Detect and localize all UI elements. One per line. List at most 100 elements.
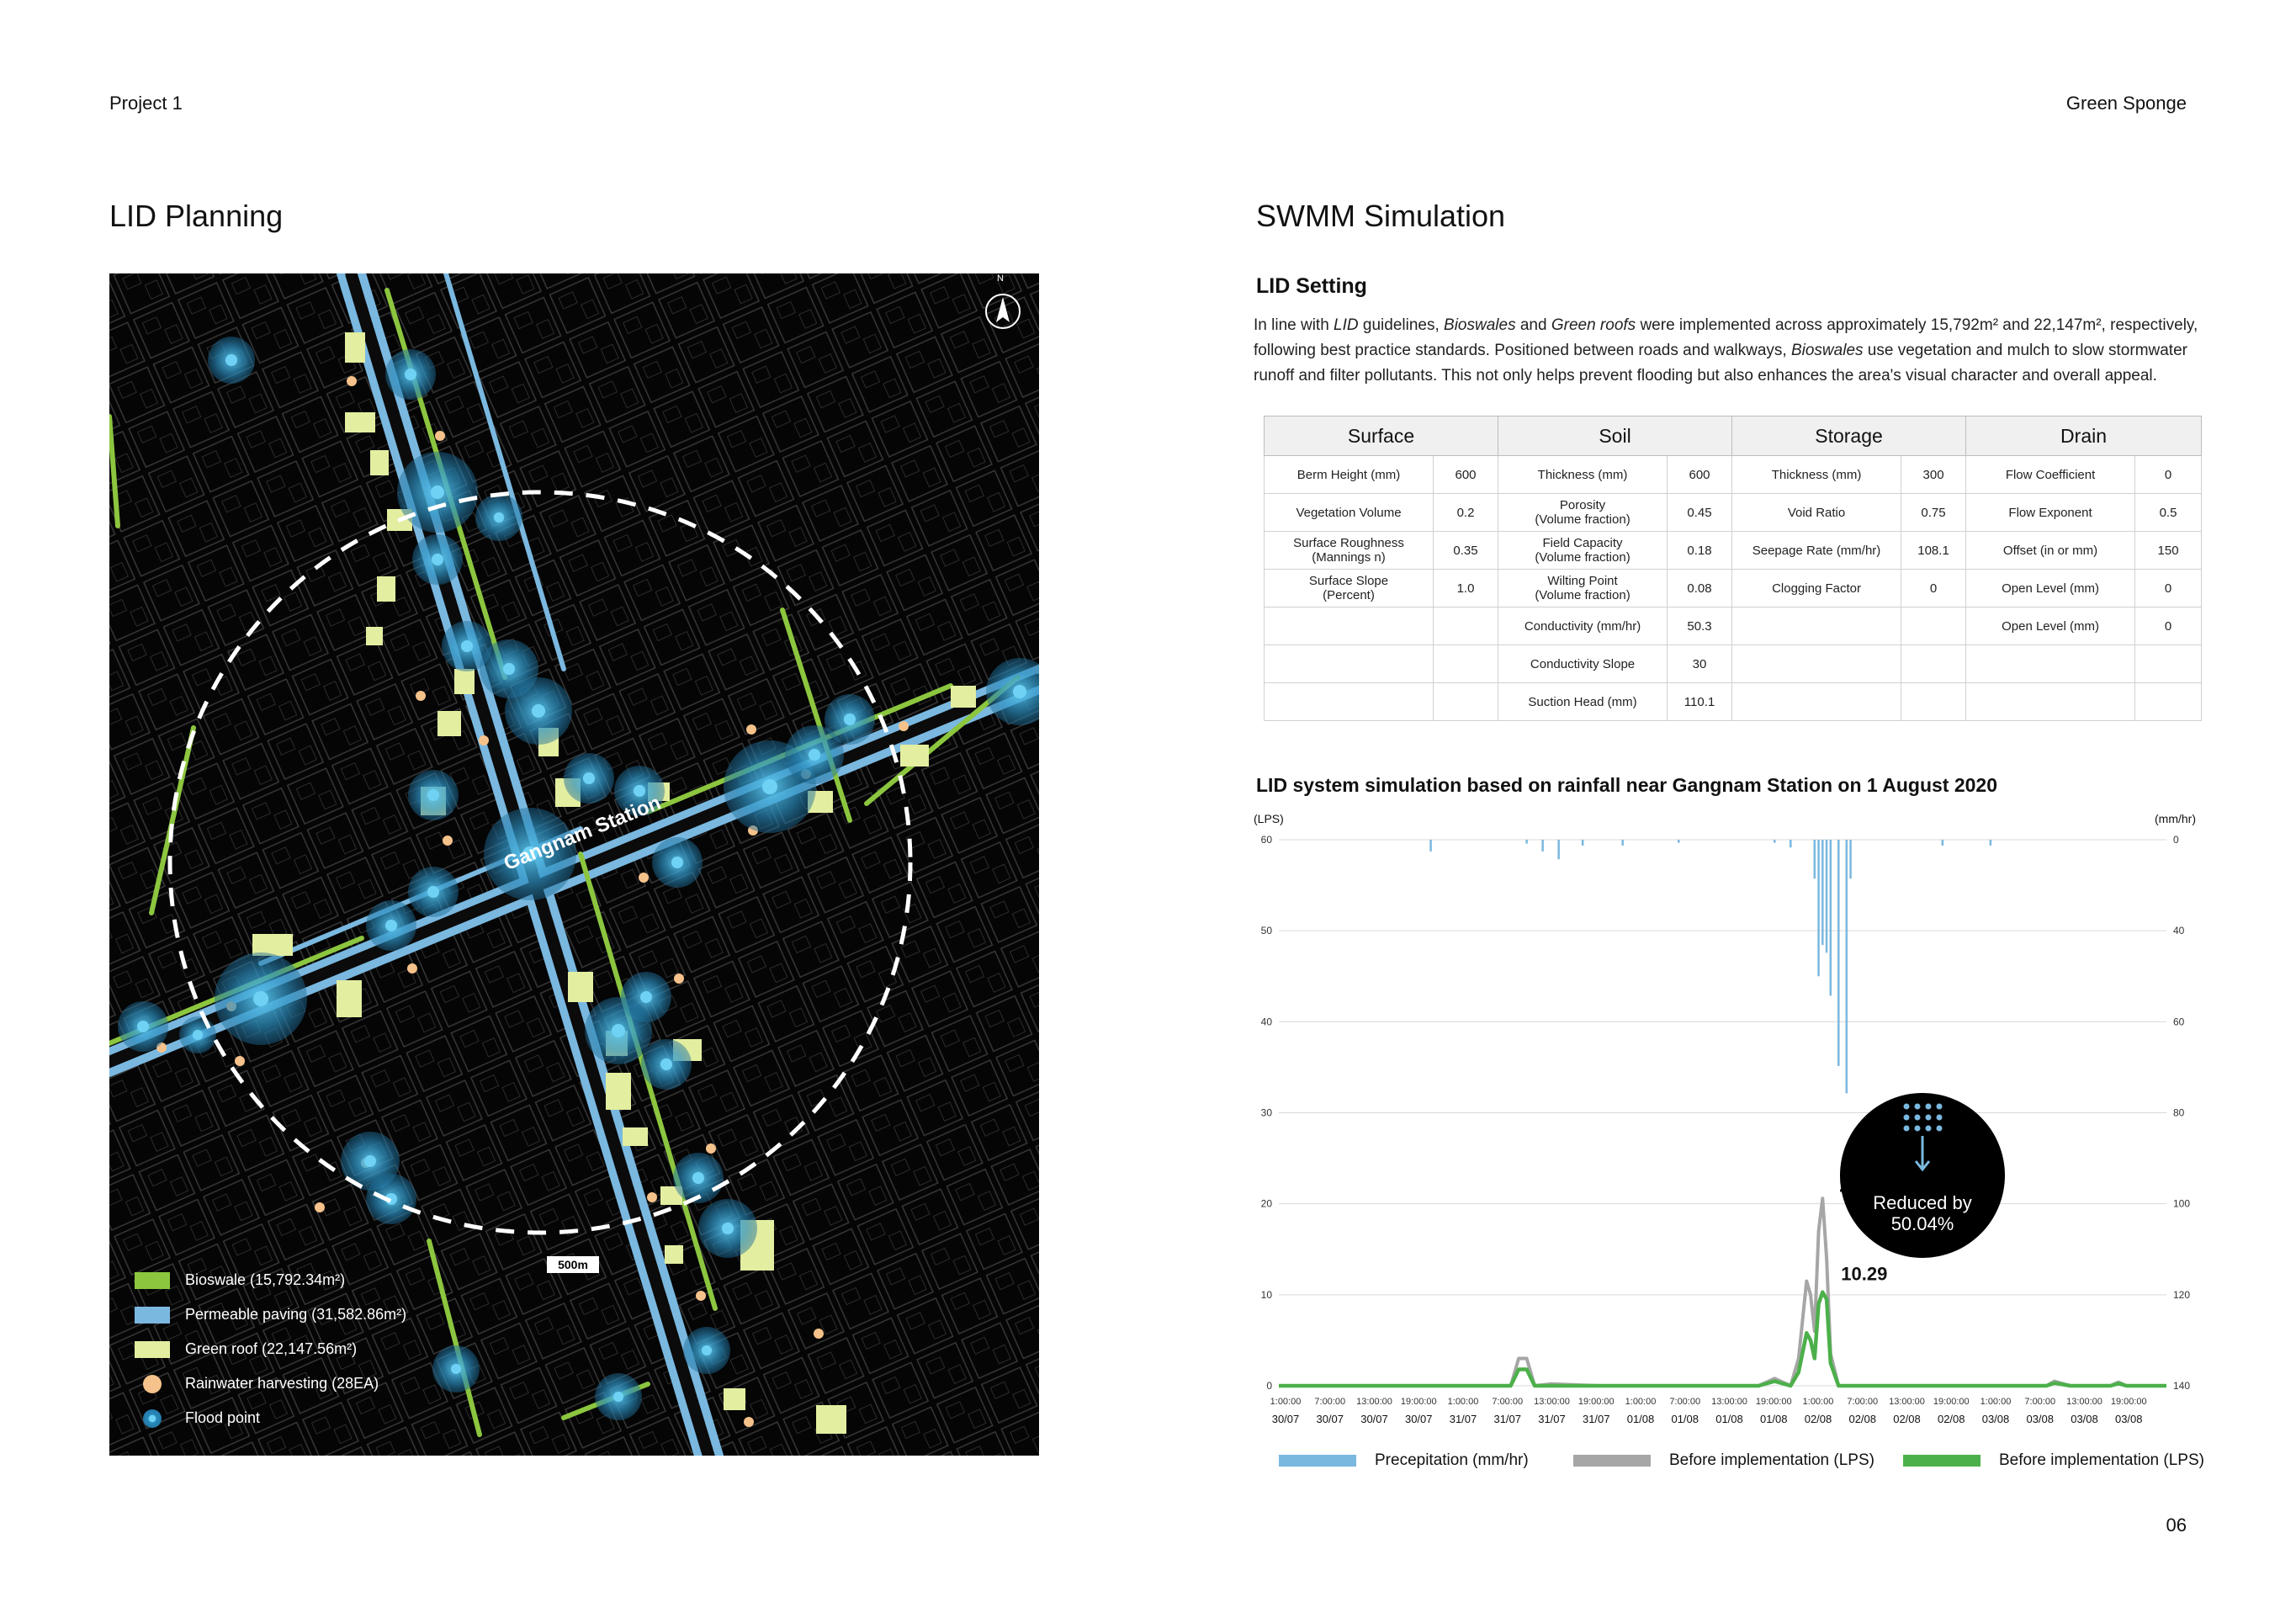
- x-tick-time: 19:00:00: [1933, 1397, 1970, 1407]
- legend-item-rainwater: Rainwater harvesting (28EA): [135, 1375, 379, 1394]
- x-tick-time: 1:00:00: [1980, 1397, 2012, 1407]
- cell-text: (Mannings n): [1312, 550, 1386, 565]
- x-tick-time: 19:00:00: [1756, 1397, 1792, 1407]
- table-cell-label: [1264, 645, 1434, 683]
- cell-text: Clogging Factor: [1772, 581, 1861, 596]
- header-storage: Storage: [1731, 416, 1967, 456]
- axis-labels: 60 0 50 40 40 60 30 80 20 100 10 120 0 140 (LPS) (mm/hr…: [1254, 812, 2196, 1425]
- table-cell-value: 0.35: [1432, 531, 1499, 570]
- table-cell-value: 1.0: [1432, 569, 1499, 607]
- lid-description: In line with LID guidelines, Bioswales a…: [1254, 313, 2204, 389]
- table-cell-label: Flow Exponent: [1965, 493, 2136, 532]
- y-tick-right: 140: [2173, 1380, 2190, 1392]
- table-cell-label: Offset (in or mm): [1965, 531, 2136, 570]
- x-tick-time: 19:00:00: [2111, 1397, 2147, 1407]
- x-tick-time: 19:00:00: [1401, 1397, 1437, 1407]
- table-cell-value: 0.45: [1667, 493, 1733, 532]
- text-fragment: were implemented across approximately 15…: [1636, 316, 2198, 334]
- cell-text: (Volume fraction): [1535, 588, 1631, 602]
- subtitle-lid-setting: LID Setting: [1256, 274, 1367, 298]
- table-cell-label: Thickness (mm): [1731, 455, 1902, 494]
- cell-text: Surface Slope: [1308, 574, 1389, 588]
- table-cell-label: [1264, 682, 1434, 721]
- text-fragment: following best practice standards. Posit…: [1254, 342, 1791, 359]
- paragraph-line-3: runoff and filter pollutants. This not o…: [1254, 363, 2204, 389]
- text-fragment: guidelines,: [1358, 316, 1445, 334]
- cell-text: Void Ratio: [1787, 505, 1846, 520]
- table-cell-label: [1965, 682, 2136, 721]
- cell-text: Porosity: [1559, 498, 1606, 512]
- cell-text: Offset (in or mm): [2002, 543, 2098, 558]
- y-tick-left: 40: [1261, 1016, 1273, 1027]
- table-cell-value: 0.18: [1667, 531, 1733, 570]
- x-tick-time: 7:00:00: [1314, 1397, 1345, 1407]
- table-cell-value: 108.1: [1901, 531, 1967, 570]
- green-roof-swatch-icon: [135, 1341, 170, 1359]
- text-emphasis: LID: [1334, 316, 1359, 334]
- x-tick-date: 31/07: [1493, 1413, 1521, 1425]
- table-row: Surface Slope (Percent) 1.0 Wilting Point (V…: [1264, 569, 2203, 607]
- rainwater-dot-icon: [143, 1375, 162, 1394]
- table-cell-value: 0.75: [1901, 493, 1967, 532]
- x-tick-time: 13:00:00: [1356, 1397, 1392, 1407]
- paragraph-line-1: In line with LID guidelines, Bioswales a…: [1254, 313, 2204, 338]
- table-cell-label: Vegetation Volume: [1264, 493, 1434, 532]
- cell-text: Field Capacity: [1542, 536, 1623, 550]
- section-title-lid-planning: LID Planning: [109, 199, 284, 233]
- after-swatch-icon: [1903, 1454, 1980, 1467]
- cell-text: (Volume fraction): [1535, 512, 1631, 527]
- cell-text: Conductivity Slope: [1530, 656, 1636, 671]
- y-tick-left: 50: [1261, 925, 1273, 936]
- peak-after-label: 10.29: [1841, 1264, 1887, 1285]
- y-tick-right: 120: [2173, 1289, 2190, 1301]
- y-tick-left: 60: [1261, 834, 1273, 846]
- legend-item-green-roof: Green roof (22,147.56m²): [135, 1340, 357, 1359]
- legend-label: Bioswale (15,792.34m²): [185, 1271, 346, 1288]
- table-cell-value: 300: [1901, 455, 1967, 494]
- x-tick-date: 30/07: [1405, 1413, 1433, 1425]
- cell-text: Flow Exponent: [2008, 505, 2092, 520]
- lid-settings-table: Surface Soil Storage Drain Berm Height (…: [1263, 416, 2203, 721]
- table-cell-label: Berm Height (mm): [1264, 455, 1434, 494]
- x-tick-time: 19:00:00: [1578, 1397, 1615, 1407]
- table-cell-value: 0.08: [1667, 569, 1733, 607]
- y-tick-left: 0: [1266, 1380, 1272, 1392]
- cell-text: 600: [1689, 467, 1710, 482]
- cell-text: 0: [1929, 581, 1938, 596]
- table-cell-value: 0.5: [2134, 493, 2203, 532]
- table-cell-value: [1901, 607, 1967, 645]
- chart-legend-after: Before implementation (LPS): [1903, 1451, 2204, 1470]
- cell-text: Suction Head (mm): [1528, 694, 1637, 709]
- x-tick-time: 7:00:00: [1669, 1397, 1700, 1407]
- table-cell-label: Conductivity (mm/hr): [1498, 607, 1668, 645]
- cell-text: Flow Coefficient: [2005, 467, 2096, 482]
- north-label: N: [997, 273, 1004, 284]
- header-project: Project 1: [109, 93, 183, 114]
- cell-text: 600: [1455, 467, 1477, 482]
- legend-label: Permeable paving (31,582.86m²): [185, 1306, 407, 1323]
- table-cell-value: 50.3: [1667, 607, 1733, 645]
- table-cell-label: Flow Coefficient: [1965, 455, 2136, 494]
- reduction-callout: Reduced by 50.04%: [1840, 1093, 2005, 1258]
- x-tick-time: 13:00:00: [1889, 1397, 1925, 1407]
- cell-text: Seepage Rate (mm/hr): [1752, 543, 1881, 558]
- table-cell-value: [2134, 645, 2203, 683]
- precipitation-bars: [1429, 840, 1992, 1094]
- cell-text: 30: [1692, 656, 1707, 671]
- cell-text: 0.75: [1921, 505, 1946, 520]
- x-tick-date: 03/08: [2071, 1413, 2098, 1425]
- table-cell-value: [1432, 607, 1499, 645]
- table-cell-label: Surface Roughness (Mannings n): [1264, 531, 1434, 570]
- x-tick-date: 01/08: [1627, 1413, 1655, 1425]
- table-cell-label: Thickness (mm): [1498, 455, 1668, 494]
- table-cell-value: 600: [1432, 455, 1499, 494]
- table-row: Suction Head (mm) 110.1: [1264, 682, 2203, 721]
- x-tick-time: 13:00:00: [1711, 1397, 1747, 1407]
- header-soil: Soil: [1498, 416, 1733, 456]
- cell-text: 0.08: [1687, 581, 1712, 596]
- text-emphasis: Bioswales: [1444, 316, 1516, 334]
- x-tick-date: 30/07: [1360, 1413, 1388, 1425]
- legend-label: Rainwater harvesting (28EA): [185, 1375, 379, 1392]
- table-row: Vegetation Volume 0.2 Porosity (Volume frac…: [1264, 493, 2203, 532]
- chart-legend-precipitation: Precepitation (mm/hr): [1279, 1451, 1529, 1470]
